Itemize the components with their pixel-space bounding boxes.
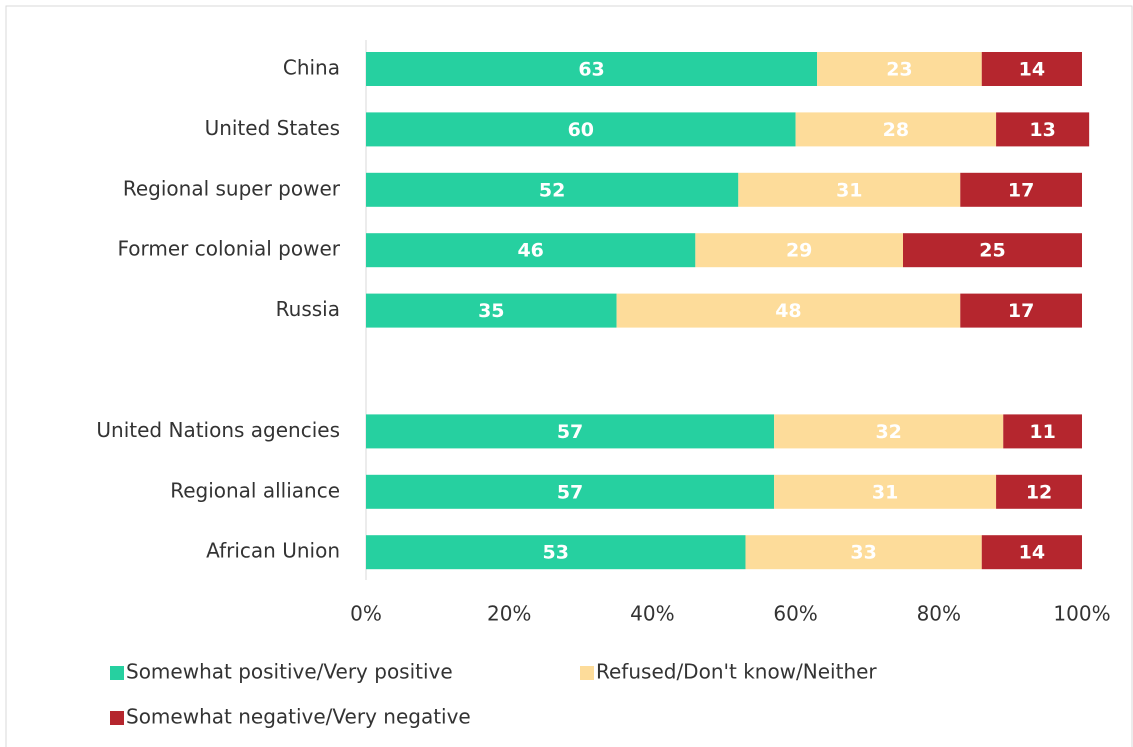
legend-label: Somewhat positive/Very positive bbox=[126, 660, 453, 684]
data-label: 28 bbox=[883, 119, 909, 141]
x-tick-label: 100% bbox=[1053, 602, 1110, 626]
data-label: 63 bbox=[578, 59, 604, 81]
data-label: 31 bbox=[872, 481, 898, 503]
data-label: 35 bbox=[478, 300, 504, 322]
x-tick-label: 0% bbox=[350, 602, 382, 626]
data-label: 52 bbox=[539, 179, 565, 201]
data-label: 57 bbox=[557, 481, 583, 503]
data-label: 13 bbox=[1029, 119, 1055, 141]
y-tick-label: China bbox=[283, 56, 340, 80]
bar-segment bbox=[366, 535, 746, 570]
y-tick-label: United States bbox=[205, 116, 340, 140]
legend-swatch bbox=[110, 666, 124, 680]
bar-segment bbox=[366, 233, 696, 268]
y-tick-label: Regional alliance bbox=[170, 478, 340, 502]
bar-segment bbox=[981, 52, 1082, 86]
legend-swatch bbox=[110, 711, 124, 725]
data-label: 17 bbox=[1008, 300, 1034, 322]
data-label: 33 bbox=[850, 542, 876, 564]
bar-segment bbox=[366, 414, 775, 449]
data-label: 60 bbox=[568, 119, 594, 141]
x-tick-label: 80% bbox=[917, 602, 961, 626]
bar-segment bbox=[366, 172, 739, 207]
x-tick-label: 60% bbox=[773, 602, 817, 626]
bar-segment bbox=[960, 172, 1082, 207]
y-tick-label: Regional super power bbox=[123, 176, 341, 200]
bar-segment bbox=[1003, 414, 1082, 449]
data-label: 14 bbox=[1019, 59, 1045, 81]
y-tick-label: United Nations agencies bbox=[96, 418, 340, 442]
x-tick-label: 20% bbox=[487, 602, 531, 626]
bar-segment bbox=[981, 535, 1082, 570]
data-label: 31 bbox=[836, 179, 862, 201]
bar-segment bbox=[774, 474, 997, 509]
bar-segment bbox=[745, 535, 982, 570]
data-label: 46 bbox=[517, 240, 543, 262]
data-label: 57 bbox=[557, 421, 583, 443]
bar-segment bbox=[960, 293, 1082, 328]
data-label: 12 bbox=[1026, 481, 1052, 503]
bar-segment bbox=[366, 112, 796, 147]
legend-label: Somewhat negative/Very negative bbox=[126, 705, 471, 729]
bar-segment bbox=[366, 474, 775, 509]
bar-segment bbox=[817, 52, 982, 86]
x-tick-label: 40% bbox=[630, 602, 674, 626]
data-label: 14 bbox=[1019, 542, 1045, 564]
y-tick-label: African Union bbox=[206, 539, 340, 563]
bar-segment bbox=[903, 233, 1082, 268]
bar-segment bbox=[774, 414, 1004, 449]
data-label: 23 bbox=[886, 59, 912, 81]
bar-segment bbox=[996, 112, 1090, 147]
data-label: 29 bbox=[786, 240, 812, 262]
bar-segment bbox=[616, 293, 961, 328]
data-label: 11 bbox=[1029, 421, 1055, 443]
bar-segment bbox=[366, 293, 617, 328]
bar-segment bbox=[996, 474, 1082, 509]
legend-label: Refused/Don't know/Neither bbox=[596, 660, 877, 684]
bar-segment bbox=[366, 52, 818, 86]
bar-segment bbox=[695, 233, 903, 268]
legend-swatch bbox=[580, 666, 594, 680]
data-label: 48 bbox=[775, 300, 801, 322]
bar-segment bbox=[795, 112, 997, 147]
y-tick-label: Former colonial power bbox=[117, 237, 340, 261]
chart-frame bbox=[5, 5, 1133, 747]
data-label: 32 bbox=[875, 421, 901, 443]
data-label: 17 bbox=[1008, 179, 1034, 201]
data-label: 53 bbox=[543, 542, 569, 564]
data-label: 25 bbox=[979, 240, 1005, 262]
bar-segment bbox=[738, 172, 961, 207]
y-tick-label: Russia bbox=[276, 297, 340, 321]
